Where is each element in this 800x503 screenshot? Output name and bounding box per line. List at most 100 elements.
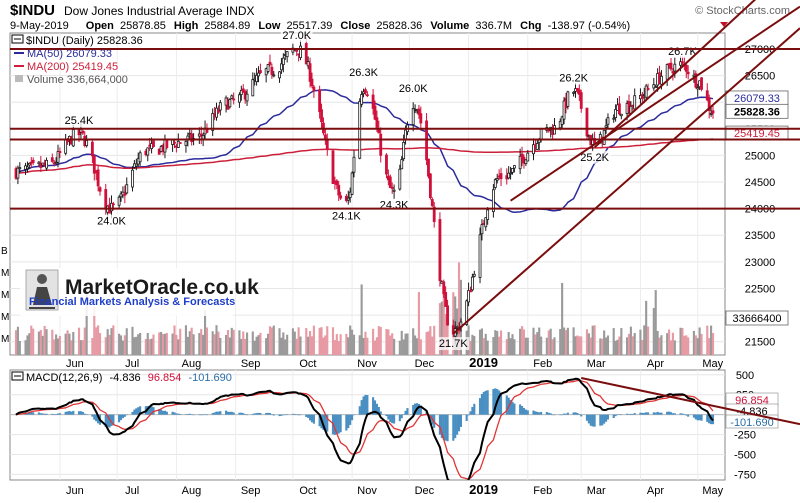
macd-hist-bar [131,411,134,415]
macd-hist-bar [217,411,220,415]
price-tick-label: 22500 [745,283,776,295]
volume-bar [391,333,394,355]
logo-brand: MarketOracle.co.uk [65,276,259,299]
legend-main: $INDU (Daily) 25828.36 [26,35,143,47]
macd-hist-bar [633,413,636,415]
macd-signal-line [15,379,714,480]
macd-hist-bar [215,411,218,415]
volume-bar [72,331,75,355]
macd-hist-bar [28,412,31,415]
volume-bar [473,335,476,355]
volume-bar [520,326,524,355]
macd-hist-bar [118,414,121,423]
volume-bar [562,327,566,355]
candle-body [478,234,482,278]
volume-bar [459,279,462,355]
candle-body [337,184,341,196]
macd-hist-bar [442,414,445,440]
price-tick-label: 24500 [745,177,776,189]
macd-hist-bar [14,414,18,416]
candle-body [681,61,684,64]
macd-hist-bar [641,412,644,415]
candle-body [539,128,543,140]
candle-body [56,151,60,163]
macd-hist-bar [429,414,432,422]
candle-body [618,103,621,115]
month-label: Sep [241,485,261,497]
volume-bar [614,340,617,355]
volume-tag-text: 33666400 [733,313,782,325]
volume-bar [412,328,415,355]
macd-hist-bar [333,414,336,435]
macd-hist-bar [614,414,617,417]
volume-bar [133,337,136,355]
macd-hist-bar [123,414,126,417]
macd-hist-bar [404,410,407,415]
macd-hist-bar [666,411,669,415]
macd-hist-bar [414,403,417,415]
volume-bar [177,339,180,355]
macd-hist-bar [658,412,661,415]
volume-bar [121,340,125,355]
volume-bar [24,340,27,355]
month-label: Aug [182,358,202,370]
candle-body [686,71,690,75]
macd-hist-bar [576,412,579,415]
volume-bar [347,337,350,355]
macd-label: MACD(12,26,9) [26,372,102,384]
volume-bar [366,337,369,355]
candle-body [37,161,41,164]
macd-hist-bar [391,414,394,424]
volume-bar [643,325,646,355]
macd-hist-bar [219,411,222,415]
macd-hist-bar [259,413,262,415]
volume-bar [402,339,405,355]
candle-body [509,172,512,175]
macd-hist-bar [520,405,524,415]
macd-hist-bar [39,413,42,415]
macd-hist-bar [366,395,369,415]
volume-bar [406,333,409,355]
volume-bar [469,340,472,355]
macd-hist-bar [171,411,174,415]
close-tag [725,103,789,119]
volume-bar [244,338,247,355]
candle-body [385,154,388,175]
volume-bar [37,331,40,355]
candle-body [259,70,262,74]
macd-hist-bar [645,412,648,415]
macd-hist-bar [681,413,684,415]
volume-bar [163,333,167,355]
macd-hist-bar [402,414,405,416]
candle-body [572,91,576,94]
volume-bar [591,325,594,355]
macd-hist-bar [412,404,415,415]
candle-body [339,195,343,199]
macd-tick-label: 500 [736,370,754,382]
candle-body [350,172,354,195]
macd-line [15,377,714,480]
macd-hist-bar [398,414,401,422]
candle-body [318,89,322,113]
macd-hist-bar [599,414,602,426]
macd-hist-bar [553,414,556,416]
candle-body [526,152,530,162]
volume-bar [647,326,650,355]
volume-bar [572,327,575,355]
macd-hist-bar [297,414,300,416]
macd-hist-bar [81,411,84,415]
candle-body [373,105,377,120]
volume-bar [589,337,592,355]
macd-hist-bar [362,396,365,415]
macd-hist-bar [295,414,298,415]
high-low-label: 26.2K [559,73,588,85]
macd-hist-bar [230,411,233,415]
macd-hist-bar [226,411,230,415]
candle-body [211,113,215,131]
candle-body [281,57,285,65]
volume-bar [265,338,268,355]
candle-body [31,159,35,163]
volume-bar [513,339,516,355]
volume-bar [364,331,367,355]
candle-body [325,139,329,150]
